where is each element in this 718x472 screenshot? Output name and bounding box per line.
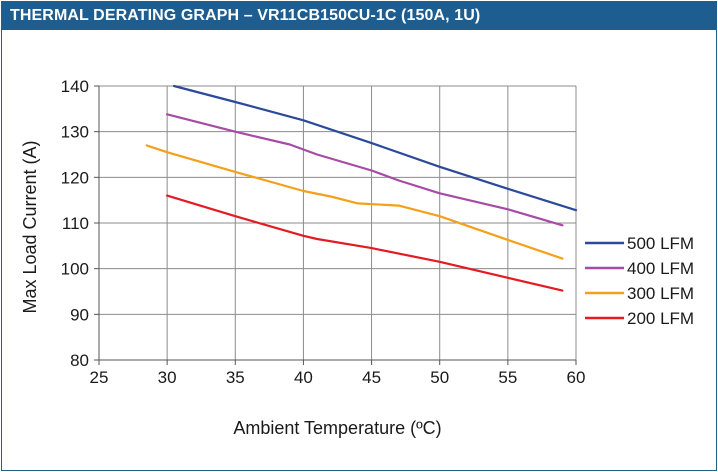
y-tick-label: 140 <box>61 77 89 96</box>
legend-label: 400 LFM <box>627 259 694 278</box>
y-tick-label: 100 <box>61 260 89 279</box>
y-tick-label: 120 <box>61 168 89 187</box>
x-tick-label: 50 <box>430 368 449 387</box>
series-line <box>166 194 564 292</box>
series-line <box>166 113 564 227</box>
y-tick-label: 80 <box>70 351 89 370</box>
series-line <box>172 84 578 212</box>
y-tick-label: 110 <box>62 214 89 233</box>
y-tick-label: 90 <box>70 305 89 324</box>
y-axis-title: Max Load Current (A) <box>20 140 40 313</box>
x-tick-label: 60 <box>567 368 586 387</box>
chart-header: THERMAL DERATING GRAPH – VR11CB150CU-1C … <box>2 2 716 30</box>
x-axis-title: Ambient Temperature (ºC) <box>233 418 441 438</box>
x-tick-label: 30 <box>158 368 177 387</box>
legend-label: 200 LFM <box>627 309 694 328</box>
legend-label: 300 LFM <box>627 284 694 303</box>
x-tick-label: 40 <box>294 368 313 387</box>
legend-label: 500 LFM <box>627 234 694 253</box>
series-line <box>145 144 564 260</box>
x-tick-label: 25 <box>90 368 109 387</box>
y-tick-label: 130 <box>61 123 89 142</box>
x-tick-label: 55 <box>498 368 517 387</box>
x-tick-label: 35 <box>226 368 245 387</box>
x-tick-label: 45 <box>362 368 381 387</box>
